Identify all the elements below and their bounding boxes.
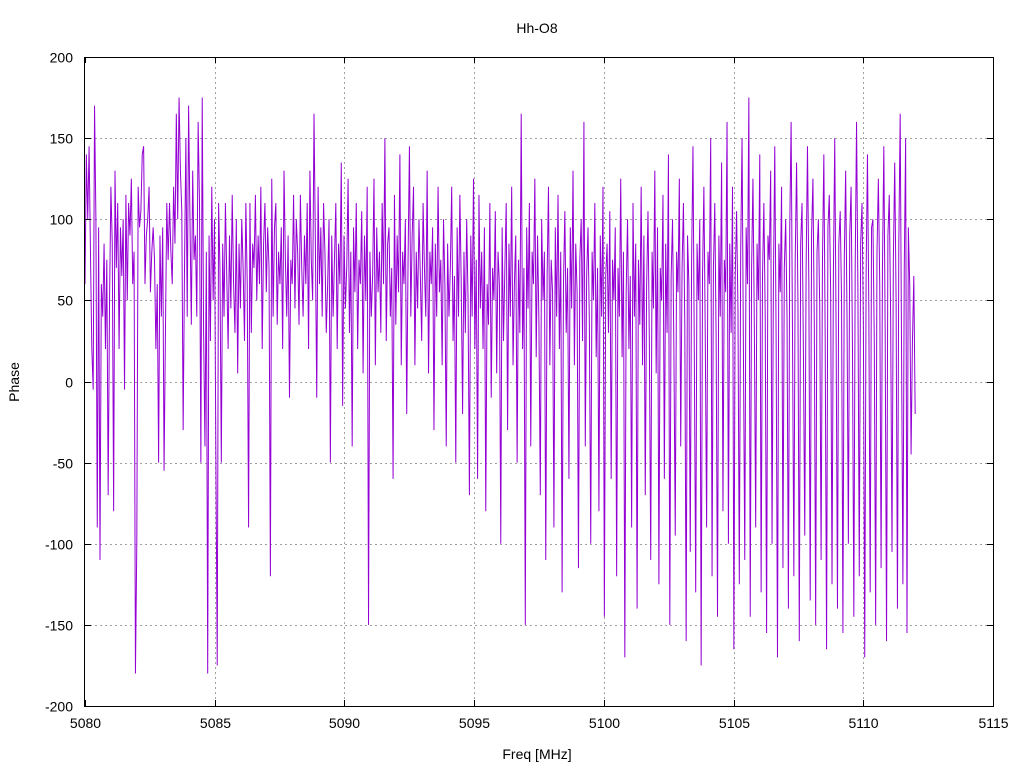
plot-frame <box>84 57 994 707</box>
series-line-0 <box>84 97 916 674</box>
y-tick-label: 200 <box>50 50 74 66</box>
y-tick-label: -150 <box>45 618 73 634</box>
x-tick-label: 5100 <box>589 715 620 731</box>
chart-title: Hh-O8 <box>516 20 557 36</box>
x-axis-label: Freq [MHz] <box>502 746 571 762</box>
y-tick-label: 150 <box>50 131 74 147</box>
x-tick-label: 5090 <box>329 715 360 731</box>
y-tick-label: -100 <box>45 537 73 553</box>
x-tick-label: 5095 <box>459 715 490 731</box>
x-tick-label: 5110 <box>848 715 878 731</box>
y-axis-label: Phase <box>6 362 22 402</box>
series-layer <box>84 97 916 674</box>
x-tick-label: 5080 <box>70 715 101 731</box>
x-tick-label: 5085 <box>200 715 231 731</box>
y-axis: -200 -150 -100 -50 0 50 100 150 200 <box>45 50 993 715</box>
y-tick-label: 50 <box>57 293 73 309</box>
x-axis: 5080 5085 5090 5095 5100 5105 5110 5115 <box>70 57 1009 731</box>
x-tick-label: 5115 <box>978 715 1008 731</box>
y-tick-label: -50 <box>53 456 73 472</box>
y-tick-label: 0 <box>65 375 73 391</box>
x-tick-label: 5105 <box>719 715 750 731</box>
y-tick-label: 100 <box>50 212 74 228</box>
y-tick-label: -200 <box>45 699 73 715</box>
